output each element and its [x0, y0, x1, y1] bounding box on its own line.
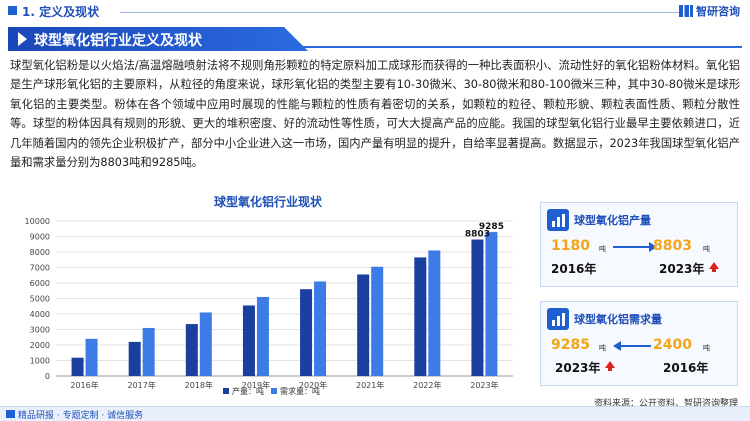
production-to-year: 2023年	[659, 262, 705, 276]
data-label: 8803	[465, 230, 490, 240]
intro-paragraph: 球型氧化铝粉是以火焰法/高温熔融喷射法将不规则角形颗粒的特定原料加工成球形而获得…	[10, 59, 740, 170]
section-title: 1. 定义及现状	[22, 5, 100, 19]
bar-production	[357, 274, 370, 376]
arrow-right-icon	[613, 246, 651, 248]
y-tick-label: 2000	[30, 341, 50, 350]
production-to-unit: 吨	[703, 245, 710, 253]
bar-production	[414, 257, 427, 376]
legend-label: 需求量：吨	[280, 386, 320, 396]
production-to-value: 8803	[653, 238, 692, 254]
y-tick-label: 10000	[25, 217, 50, 226]
bar-chart-icon	[547, 308, 569, 330]
x-tick-label: 2023年	[470, 380, 498, 390]
bar-demand	[371, 266, 384, 376]
bar-demand	[314, 281, 327, 376]
x-tick-label: 2018年	[185, 380, 213, 390]
bar-demand	[256, 296, 269, 376]
source-note: 资料来源：公开资料、智研咨询整理	[593, 399, 738, 409]
demand-card-label: 球型氧化铝需求量	[574, 313, 662, 326]
demand-card-header: 球型氧化铝需求量	[547, 308, 677, 330]
bar-demand	[428, 250, 441, 376]
bar-demand	[142, 327, 155, 376]
bar-production	[71, 357, 84, 376]
demand-card: 球型氧化铝需求量 9285 吨 2023年 2400 吨 2016年	[540, 301, 738, 386]
demand-left-unit: 吨	[599, 344, 606, 352]
demand-left-year: 2023年	[555, 361, 601, 375]
footer-bar: 精品研报 · 专题定制 · 诚信服务	[0, 406, 750, 421]
chart-title: 球型氧化铝行业现状	[213, 195, 322, 209]
bar-production	[242, 305, 255, 376]
production-card-header: 球型氧化铝产量	[547, 209, 677, 231]
x-tick-label: 2016年	[70, 380, 98, 390]
bar-chart: 球型氧化铝行业现状 0 1000 2000 3000 4000 5000 6000 7000 8…	[8, 193, 528, 403]
demand-right-value: 2400	[653, 337, 692, 353]
y-tick-label: 9000	[30, 233, 50, 242]
arrow-right-head	[649, 242, 657, 252]
brand-logo-icon	[679, 5, 693, 17]
legend-swatch	[223, 388, 229, 394]
page-banner: 球型氧化铝行业定义及现状	[8, 27, 308, 51]
demand-right-year: 2016年	[663, 361, 709, 375]
data-label: 9285	[479, 222, 504, 232]
red-up-arrow-icon	[709, 262, 719, 272]
bar-production	[471, 239, 484, 376]
footer-logo-icon	[6, 410, 15, 418]
production-card-label: 球型氧化铝产量	[574, 214, 651, 227]
x-tick-label: 2022年	[413, 380, 441, 390]
section-marker-icon	[8, 6, 17, 15]
header-divider	[120, 12, 680, 13]
bar-production	[300, 289, 313, 376]
arrow-left-icon	[621, 345, 651, 347]
y-tick-label: 5000	[30, 295, 50, 304]
demand-left-value: 9285	[551, 337, 590, 353]
demand-right-unit: 吨	[703, 344, 710, 352]
brand-name: 智研咨询	[696, 5, 740, 18]
x-tick-label: 2017年	[128, 380, 156, 390]
legend-label: 产量：吨	[232, 386, 264, 396]
y-tick-label: 8000	[30, 248, 50, 257]
x-tick-label: 2019年	[242, 380, 270, 390]
production-from-year: 2016年	[551, 262, 597, 276]
bar-production	[128, 341, 141, 376]
bar-demand	[85, 338, 98, 376]
top-bar: 1. 定义及现状 智研咨询	[0, 0, 750, 22]
production-from-value: 1180	[551, 238, 590, 254]
chart-svg: 0 1000 2000 3000 4000 5000 6000 7000 8000 9000 100…	[25, 217, 513, 396]
y-tick-label: 4000	[30, 310, 50, 319]
bar-production	[185, 324, 198, 376]
production-from-unit: 吨	[599, 245, 606, 253]
bar-chart-icon	[547, 209, 569, 231]
arrow-left-head	[613, 341, 621, 351]
x-tick-label: 2021年	[356, 380, 384, 390]
y-tick-label: 3000	[30, 326, 50, 335]
y-tick-label: 7000	[30, 264, 50, 273]
footer-text: 精品研报 · 专题定制 · 诚信服务	[18, 411, 144, 421]
production-card: 球型氧化铝产量 1180 吨 2016年 8803 吨 2023年	[540, 202, 738, 287]
page-title: 球型氧化铝行业定义及现状	[34, 33, 202, 49]
y-tick-label: 6000	[30, 279, 50, 288]
banner-underline	[300, 46, 742, 48]
bar-demand	[485, 232, 498, 376]
brand: 智研咨询	[679, 3, 740, 19]
y-tick-label: 0	[45, 372, 50, 381]
bar-demand	[199, 312, 212, 376]
play-arrow-icon	[18, 32, 27, 46]
y-tick-label: 1000	[30, 357, 50, 366]
x-tick-label: 2020年	[299, 380, 327, 390]
red-up-arrow-icon	[605, 361, 615, 371]
legend-swatch	[271, 388, 277, 394]
